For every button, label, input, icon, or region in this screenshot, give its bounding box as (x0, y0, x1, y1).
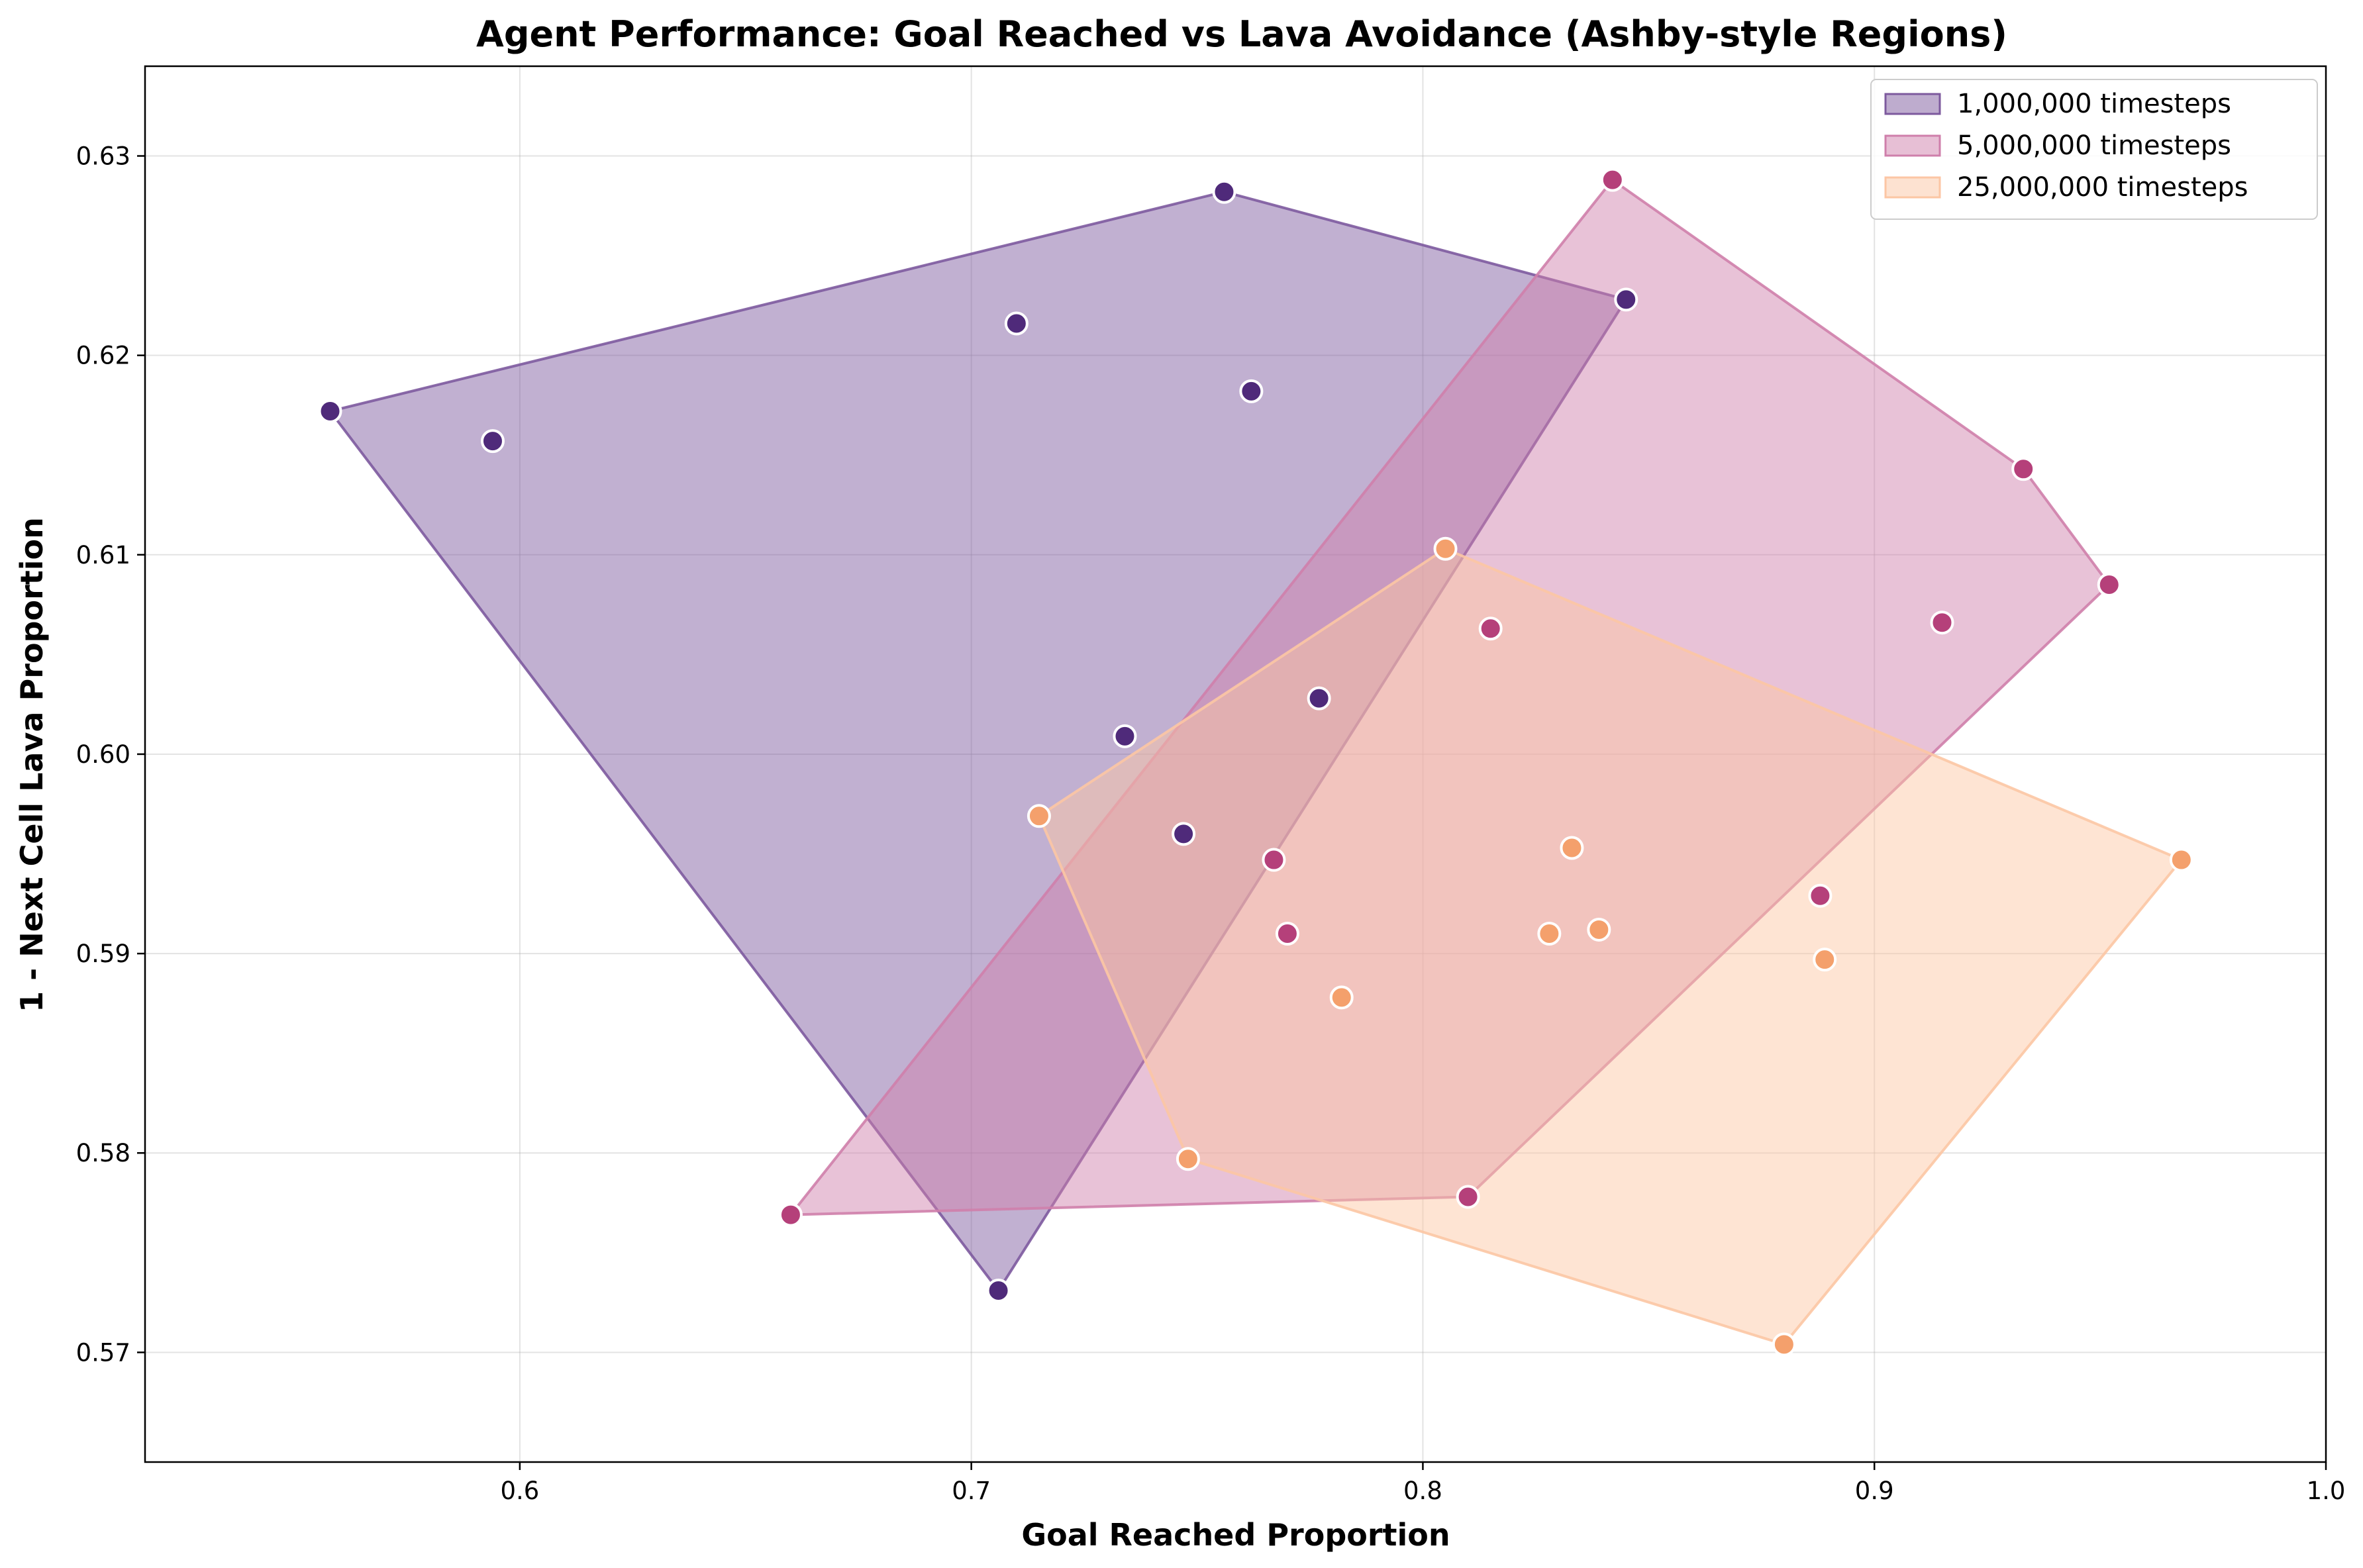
y-tick-label: 0.61 (76, 541, 130, 569)
y-tick-label: 0.57 (76, 1338, 130, 1367)
x-tick-label: 0.8 (1403, 1477, 1442, 1505)
plot-frame (144, 65, 2327, 1463)
scatter-point-series-2 (1262, 848, 1286, 872)
legend-label-series-2: 5,000,000 timesteps (1957, 130, 2231, 161)
data-points (318, 168, 2193, 1357)
scatter-point-series-1 (1614, 287, 1638, 312)
legend-box (1870, 79, 2318, 220)
scatter-point-series-3 (1560, 836, 1584, 860)
y-tick-label: 0.60 (76, 740, 130, 769)
scatter-point-series-1 (1307, 686, 1331, 710)
scatter-point-series-3 (1537, 921, 1562, 946)
scatter-point-series-1 (318, 399, 342, 423)
hull-region-2 (789, 178, 2111, 1216)
scatter-point-series-1 (480, 429, 505, 454)
scatter-point-series-2 (1456, 1185, 1480, 1209)
scatter-point-series-2 (1275, 921, 1299, 946)
axis-ticks: 0.6 0.7 0.8 0.9 1.0 0.57 0.58 0.59 0.60 0.61 0.62 0… (76, 142, 2346, 1505)
x-tick-label: 0.9 (1855, 1477, 1894, 1505)
scatter-point-series-1 (1239, 379, 1264, 403)
scatter-point-series-3 (1329, 985, 1354, 1010)
scatter-point-series-1 (1113, 724, 1137, 748)
y-axis-label: 1 - Next Cell Lava Proportion (14, 517, 50, 1012)
scatter-point-series-1 (986, 1279, 1011, 1303)
hull-regions (328, 178, 2183, 1346)
hull-region-3 (1037, 547, 2183, 1346)
scatter-point-series-2 (1808, 883, 1833, 908)
scatter-point-series-1 (1212, 179, 1236, 204)
scatter-point-series-3 (1587, 917, 1611, 942)
legend-label-series-3: 25,000,000 timesteps (1957, 172, 2248, 203)
y-tick-label: 0.63 (76, 142, 130, 171)
scatter-point-series-3 (1433, 536, 1458, 561)
scatter-point-series-3 (1772, 1332, 1796, 1357)
x-tick-label: 1.0 (2307, 1477, 2346, 1505)
y-tick-label: 0.58 (76, 1139, 130, 1167)
y-tick-label: 0.62 (76, 342, 130, 370)
scatter-point-series-1 (1172, 822, 1196, 846)
scatter-point-series-1 (1004, 311, 1029, 336)
x-tick-label: 0.6 (500, 1477, 539, 1505)
scatter-point-series-2 (2097, 572, 2121, 597)
scatter-point-series-2 (2011, 457, 2036, 481)
scatter-point-series-2 (1930, 611, 1954, 635)
y-tick-label: 0.59 (76, 940, 130, 968)
scatter-point-series-3 (1176, 1147, 1200, 1171)
legend-swatch-series-1 (1884, 93, 1941, 115)
legend-label-series-1: 1,000,000 timesteps (1957, 89, 2231, 119)
scatter-point-series-2 (1478, 616, 1503, 641)
scatter-point-series-3 (1027, 804, 1051, 828)
scatter-point-series-2 (1600, 168, 1625, 192)
legend: 1,000,000 timesteps 5,000,000 timesteps 25… (1870, 79, 2318, 220)
x-axis-label: Goal Reached Proportion (1021, 1517, 1450, 1553)
scatter-point-series-3 (2169, 848, 2193, 872)
chart-title: Agent Performance: Goal Reached vs Lava … (476, 13, 2007, 55)
scatter-point-series-2 (778, 1202, 803, 1227)
scatter-point-series-3 (1813, 948, 1837, 972)
x-tick-label: 0.7 (952, 1477, 991, 1505)
legend-swatch-series-2 (1884, 134, 1941, 157)
legend-swatch-series-3 (1884, 176, 1941, 199)
